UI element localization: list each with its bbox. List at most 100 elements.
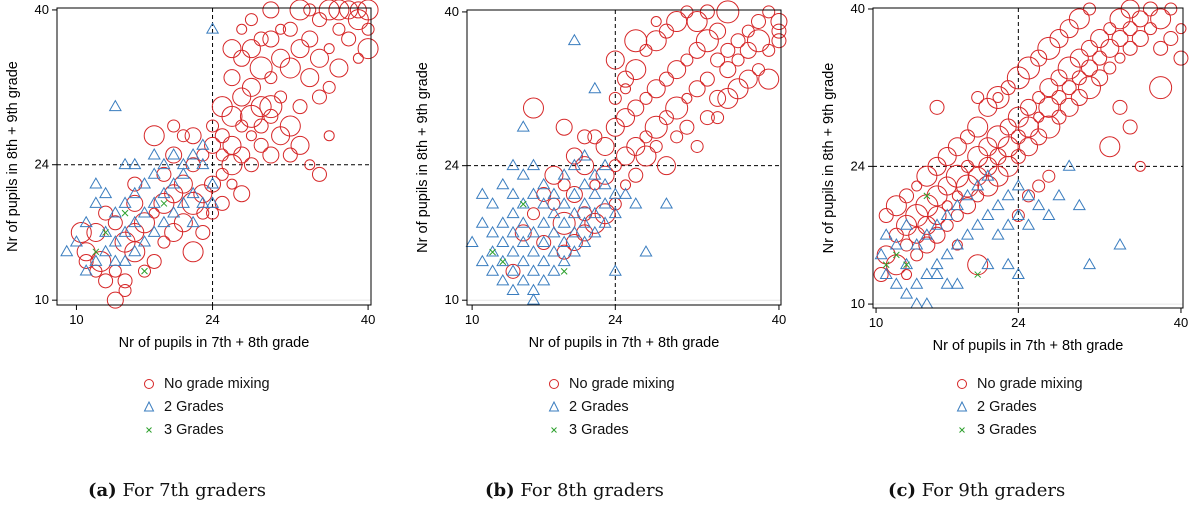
x-marker-icon xyxy=(547,423,561,437)
data-point xyxy=(616,108,636,128)
data-point xyxy=(1049,28,1069,48)
data-point xyxy=(526,245,541,257)
data-point xyxy=(565,147,583,165)
data-point xyxy=(578,216,592,228)
data-point xyxy=(99,186,113,199)
data-point xyxy=(148,207,160,219)
data-point xyxy=(699,110,715,126)
data-point xyxy=(1163,30,1179,46)
data-point xyxy=(516,168,530,180)
data-point xyxy=(537,235,551,247)
data-point xyxy=(709,22,727,40)
legend-item-three: 3 Grades xyxy=(142,418,270,441)
data-point xyxy=(565,185,583,203)
data-point xyxy=(1122,40,1138,56)
data-point xyxy=(1032,91,1046,105)
data-point xyxy=(311,12,327,28)
data-point xyxy=(1018,116,1040,138)
data-point xyxy=(1021,188,1036,201)
plot-frame xyxy=(872,7,1184,309)
data-point xyxy=(526,264,541,276)
data-point xyxy=(978,97,998,117)
data-point xyxy=(598,177,612,190)
data-point xyxy=(137,264,151,278)
data-point xyxy=(635,145,657,167)
y-tick-label: 10 xyxy=(35,292,49,307)
data-point xyxy=(292,99,308,115)
data-point xyxy=(557,235,571,247)
x-marker-icon xyxy=(955,423,969,437)
data-point xyxy=(719,61,737,79)
data-point xyxy=(1143,22,1157,36)
circle-marker-icon xyxy=(955,377,969,391)
data-point xyxy=(184,127,202,145)
data-point xyxy=(896,214,918,236)
circle-marker-icon xyxy=(547,377,561,391)
data-point xyxy=(644,115,668,139)
x-tick-label: 10 xyxy=(69,312,83,327)
data-point xyxy=(1001,188,1015,201)
data-point xyxy=(709,89,727,107)
data-point xyxy=(900,238,914,252)
data-point xyxy=(1032,179,1046,193)
data-point xyxy=(889,238,903,250)
data-point xyxy=(1020,98,1038,116)
data-point xyxy=(650,16,662,28)
y-tick-label: 10 xyxy=(445,292,459,307)
x-tick-label: 40 xyxy=(1174,315,1188,330)
panel-c: 10 24 40 10 24 40 Nr of pupils in 7th + 8th gr… xyxy=(805,0,1195,510)
data-point xyxy=(70,221,92,243)
data-point xyxy=(506,206,520,219)
data-point xyxy=(544,165,564,185)
data-point xyxy=(1082,257,1097,270)
data-point xyxy=(160,200,168,207)
data-point xyxy=(262,1,280,19)
x-tick-label: 10 xyxy=(869,315,883,330)
data-point xyxy=(506,264,520,276)
data-point xyxy=(1019,137,1039,157)
data-point xyxy=(205,196,220,208)
x-tick-label: 24 xyxy=(1011,315,1025,330)
data-point xyxy=(108,206,122,218)
data-point xyxy=(981,257,995,270)
data-point xyxy=(986,86,1010,110)
data-point xyxy=(588,81,602,94)
data-point xyxy=(128,186,142,199)
data-point xyxy=(1010,149,1026,165)
legend-item-two: 2 Grades xyxy=(547,395,675,418)
caption-text: For 9th graders xyxy=(921,480,1066,501)
data-point xyxy=(1142,1,1158,17)
data-point xyxy=(79,215,93,228)
data-point xyxy=(1111,29,1129,47)
data-point xyxy=(118,283,132,297)
data-point xyxy=(499,258,507,266)
data-point xyxy=(1032,198,1046,211)
legend-label: 2 Grades xyxy=(569,398,629,415)
data-point xyxy=(945,164,969,188)
data-point xyxy=(552,211,576,235)
data-point xyxy=(1039,78,1059,98)
data-point xyxy=(236,23,248,35)
data-point xyxy=(1150,8,1172,30)
data-point xyxy=(1103,22,1117,36)
data-point xyxy=(526,207,540,221)
data-point xyxy=(560,268,568,275)
data-point xyxy=(309,48,329,68)
data-point xyxy=(565,234,583,252)
series-two xyxy=(60,22,220,276)
data-point xyxy=(738,69,758,89)
data-point xyxy=(118,225,132,237)
data-point xyxy=(486,264,500,276)
data-point xyxy=(974,271,982,278)
data-point xyxy=(888,227,904,243)
data-point xyxy=(496,177,510,190)
data-point xyxy=(624,29,648,53)
data-point xyxy=(1072,198,1086,211)
data-point xyxy=(608,91,622,105)
data-point xyxy=(960,228,975,240)
data-point xyxy=(1109,8,1131,30)
data-point xyxy=(893,251,900,259)
data-point xyxy=(929,99,945,115)
data-point xyxy=(940,208,954,220)
data-point xyxy=(746,29,770,53)
